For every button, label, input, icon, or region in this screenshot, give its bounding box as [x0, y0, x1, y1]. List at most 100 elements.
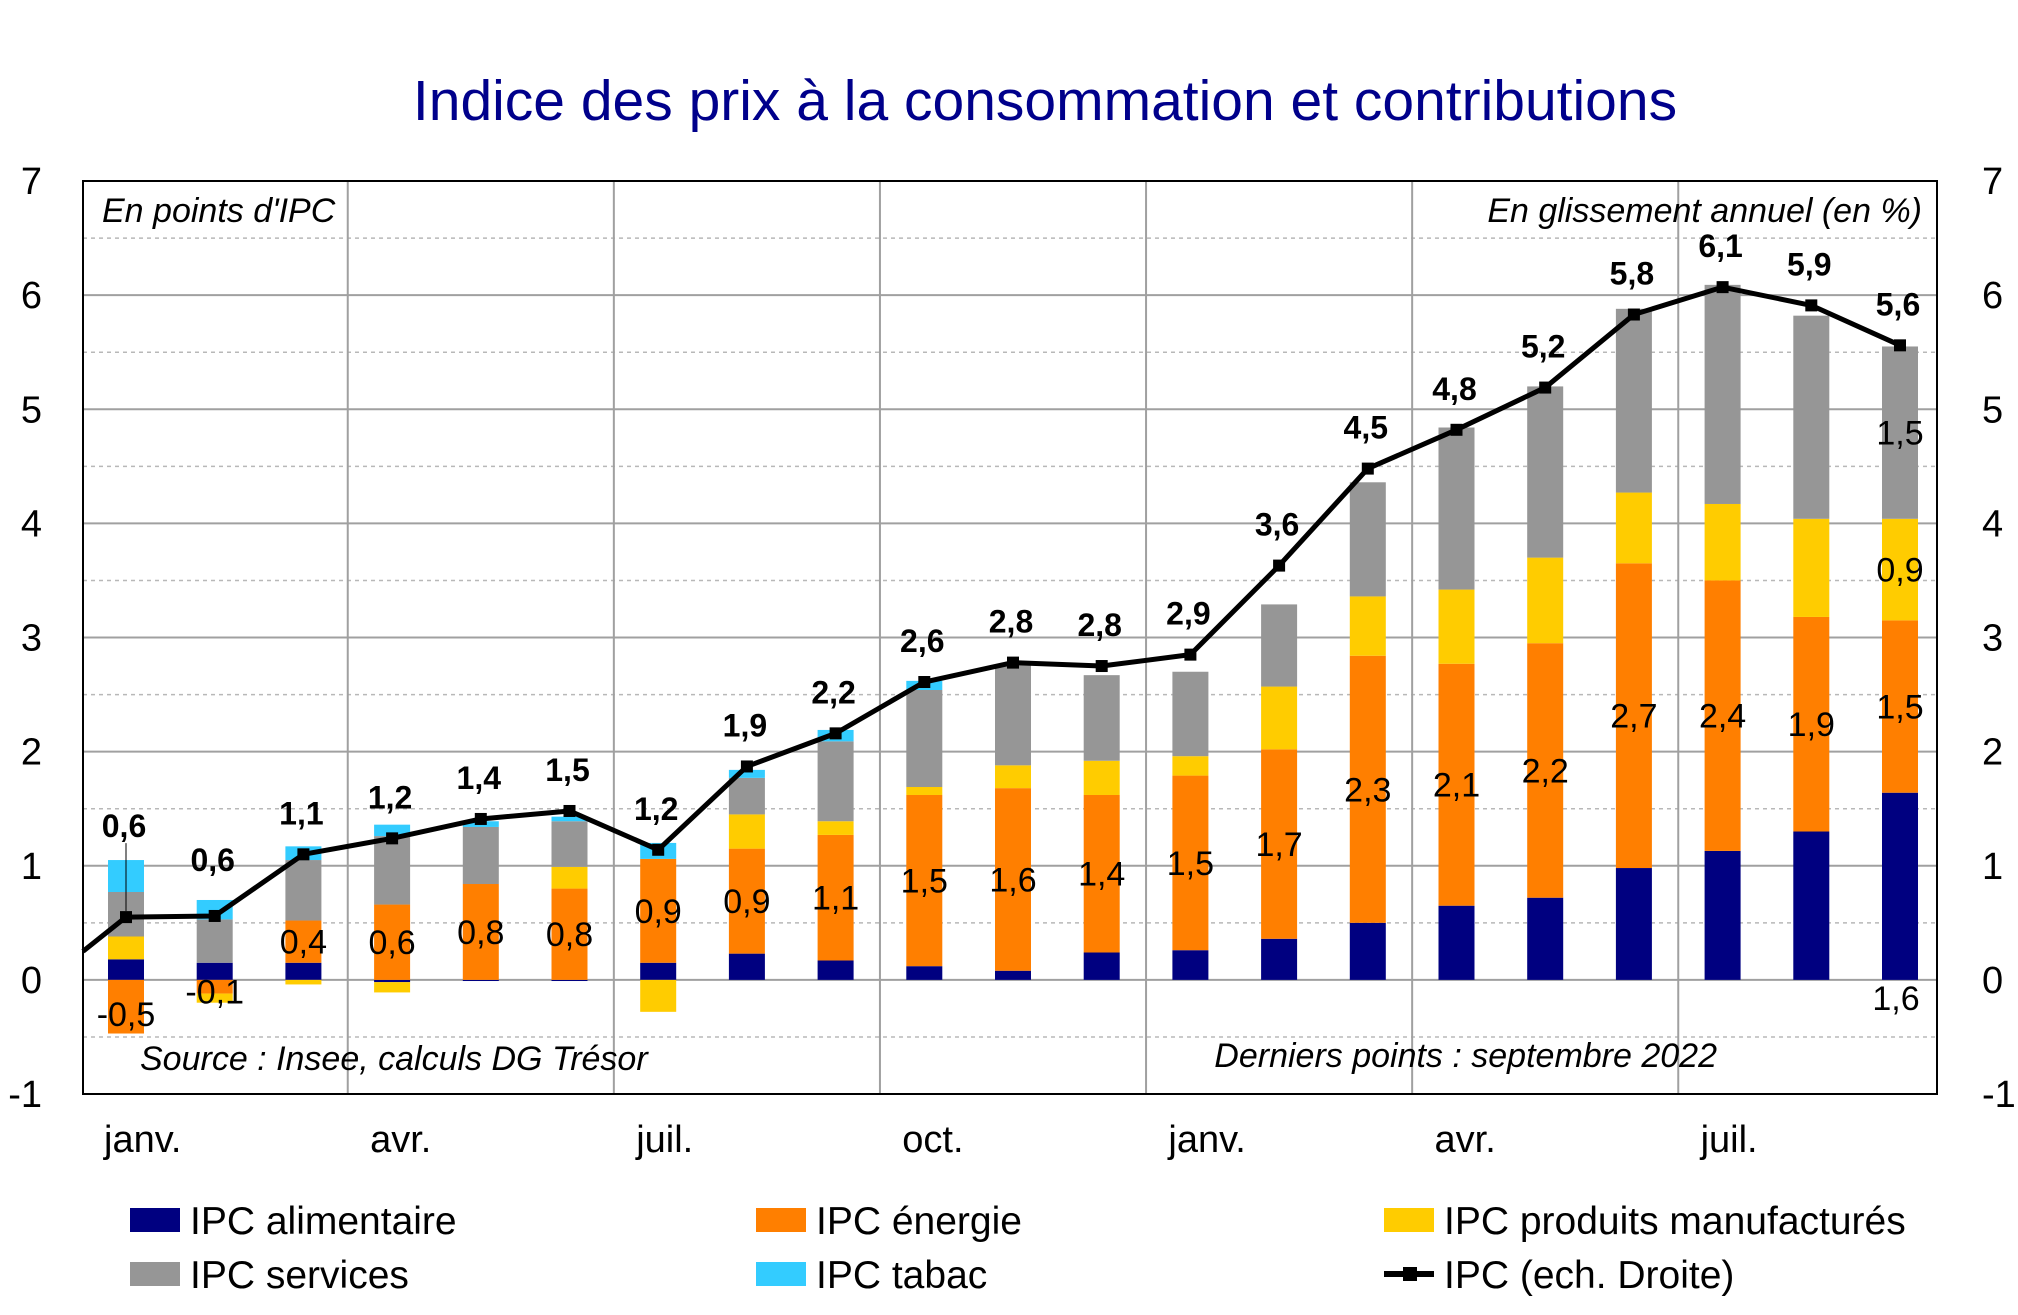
segment-label-energie: 0,4: [280, 924, 327, 962]
bar-segment-ipc-services: [728, 777, 765, 815]
segment-label-energie: 0,9: [723, 883, 770, 921]
legend-swatch: [1384, 1208, 1434, 1232]
total-label: 2,8: [989, 604, 1033, 640]
bar-segment-ipc-alimentaire: [1261, 938, 1298, 980]
bar-segment-ipc-services: [995, 664, 1031, 766]
bar-segment-ipc-produits-manufactur-s: [1615, 492, 1652, 564]
x-tick-label: juil.: [1700, 1119, 1758, 1161]
bar-segment-ipc-services: [285, 860, 322, 921]
legend-swatch-marker: [1403, 1267, 1417, 1281]
bar-segment-ipc-nergie: [728, 848, 765, 954]
left-axis-note: En points d'IPC: [102, 192, 336, 230]
bar-segment-ipc-alimentaire: [1527, 897, 1564, 980]
total-label: 2,8: [1077, 607, 1121, 643]
bar-segment-ipc-nergie: [1083, 794, 1120, 953]
bar-segment-ipc-nergie: [1349, 655, 1386, 923]
bar-segment-ipc-produits-manufactur-s: [374, 982, 411, 993]
bar-segment-ipc-produits-manufactur-s: [1527, 557, 1564, 644]
ipc-line-marker: [1539, 381, 1552, 394]
y-tick-label-left: 3: [21, 618, 42, 660]
total-label: 2,2: [811, 674, 855, 710]
bar-segment-ipc-services: [1527, 386, 1564, 558]
segment-label-energie: 1,5: [1167, 845, 1214, 883]
segment-label-energie: 2,3: [1344, 771, 1391, 809]
bar-segment-ipc-nergie: [374, 904, 411, 980]
segment-label-energie: 2,7: [1610, 698, 1657, 736]
total-label: 0,6: [102, 808, 146, 844]
source-note: Source : Insee, calculs DG Trésor: [140, 1040, 649, 1078]
bar-segment-ipc-alimentaire: [551, 979, 588, 982]
y-tick-label-right: 0: [1982, 960, 2003, 1002]
bar-segment-ipc-produits-manufactur-s: [1261, 686, 1298, 750]
segment-label-energie: -0,1: [185, 973, 244, 1011]
bar-segment-ipc-alimentaire: [285, 962, 322, 980]
ipc-line-marker: [474, 812, 487, 825]
legend-label: IPC énergie: [816, 1200, 1022, 1243]
ipc-line-marker: [1627, 308, 1640, 321]
bar-segment-ipc-nergie: [995, 788, 1031, 971]
bar-segment-ipc-produits-manufactur-s: [1438, 589, 1475, 664]
ipc-line-marker: [918, 676, 931, 689]
y-tick-label-right: -1: [1982, 1074, 2016, 1116]
bar-segment-ipc-alimentaire: [640, 962, 677, 980]
bar-segment-ipc-alimentaire: [1793, 831, 1830, 980]
total-label: 1,4: [457, 760, 502, 796]
total-label: 2,6: [900, 623, 944, 659]
total-label: 1,5: [545, 752, 589, 788]
bar-segment-ipc-nergie: [1615, 563, 1652, 869]
ipc-line-marker: [1450, 423, 1463, 436]
segment-label-energie: 1,5: [1876, 689, 1923, 727]
segment-label-energie: 1,1: [812, 880, 859, 918]
bar-segment-ipc-produits-manufactur-s: [817, 821, 854, 835]
total-label: 3,6: [1255, 507, 1299, 543]
bar-segment-ipc-produits-manufactur-s: [1349, 596, 1386, 656]
bar-segment-ipc-alimentaire: [1083, 952, 1120, 980]
bar-segment-ipc-services: [551, 821, 588, 867]
segment-label-alimentaire: 1,6: [1872, 980, 1919, 1018]
bar-segment-ipc-services: [1438, 427, 1475, 590]
legend-swatch: [756, 1262, 806, 1286]
bar-segment-ipc-services: [1083, 675, 1120, 761]
ipc-line-marker: [652, 843, 665, 856]
ipc-line-path: [81, 284, 1902, 954]
bar-segment-ipc-services: [196, 919, 233, 963]
bar-segment-ipc-produits-manufactur-s: [640, 979, 677, 1012]
bar-segment-ipc-alimentaire: [1172, 950, 1209, 980]
bar-segment-ipc-nergie: [1882, 620, 1918, 793]
chart-title: Indice des prix à la consommation et con…: [413, 69, 1677, 133]
total-label: 2,9: [1166, 596, 1210, 632]
bar-segment-ipc-alimentaire: [108, 959, 144, 980]
bar-segment-ipc-alimentaire: [995, 970, 1031, 980]
bar-segment-ipc-nergie: [196, 979, 233, 994]
x-axis: janv. avr. juil. oct. janv. avr. juil.: [103, 1119, 1758, 1161]
bar-segment-ipc-services: [1704, 284, 1741, 504]
y-tick-label-right: 2: [1982, 732, 2003, 774]
total-label: 4,8: [1432, 371, 1476, 407]
bar-segment-ipc-produits-manufactur-s: [1704, 503, 1741, 581]
ipc-line-marker: [1805, 299, 1818, 312]
total-label: 1,2: [634, 791, 678, 827]
y-tick-label-left: 2: [21, 732, 42, 774]
bar-segment-ipc-services: [817, 741, 854, 822]
bar-segment-ipc-alimentaire: [1882, 792, 1918, 980]
bar-segment-ipc-produits-manufactur-s: [995, 765, 1031, 789]
bar-segment-ipc-alimentaire: [1349, 922, 1386, 980]
legend-label: IPC services: [190, 1254, 409, 1297]
total-label: 1,2: [368, 779, 412, 815]
bar-segment-ipc-alimentaire: [1704, 850, 1741, 980]
bar-segment-ipc-services: [906, 689, 943, 788]
right-y-axis: -1 0 1 2 3 4 5 6 7: [1982, 161, 2016, 1116]
bar-segment-ipc-tabac: [374, 824, 411, 837]
total-label: 5,8: [1610, 256, 1654, 292]
ipc-line-marker: [297, 848, 310, 861]
bar-segment-ipc-produits-manufactur-s: [906, 787, 943, 795]
bar-segment-ipc-alimentaire: [196, 962, 233, 980]
bar-segment-ipc-services: [462, 826, 499, 885]
bar-segment-ipc-services: [374, 836, 411, 905]
bar-segment-ipc-services: [1349, 482, 1386, 597]
bar-segment-ipc-nergie: [1793, 616, 1830, 832]
bar-segment-ipc-alimentaire: [1615, 868, 1652, 980]
bar-segment-ipc-produits-manufactur-s: [1793, 518, 1830, 617]
ipc-line-marker: [1184, 648, 1197, 661]
